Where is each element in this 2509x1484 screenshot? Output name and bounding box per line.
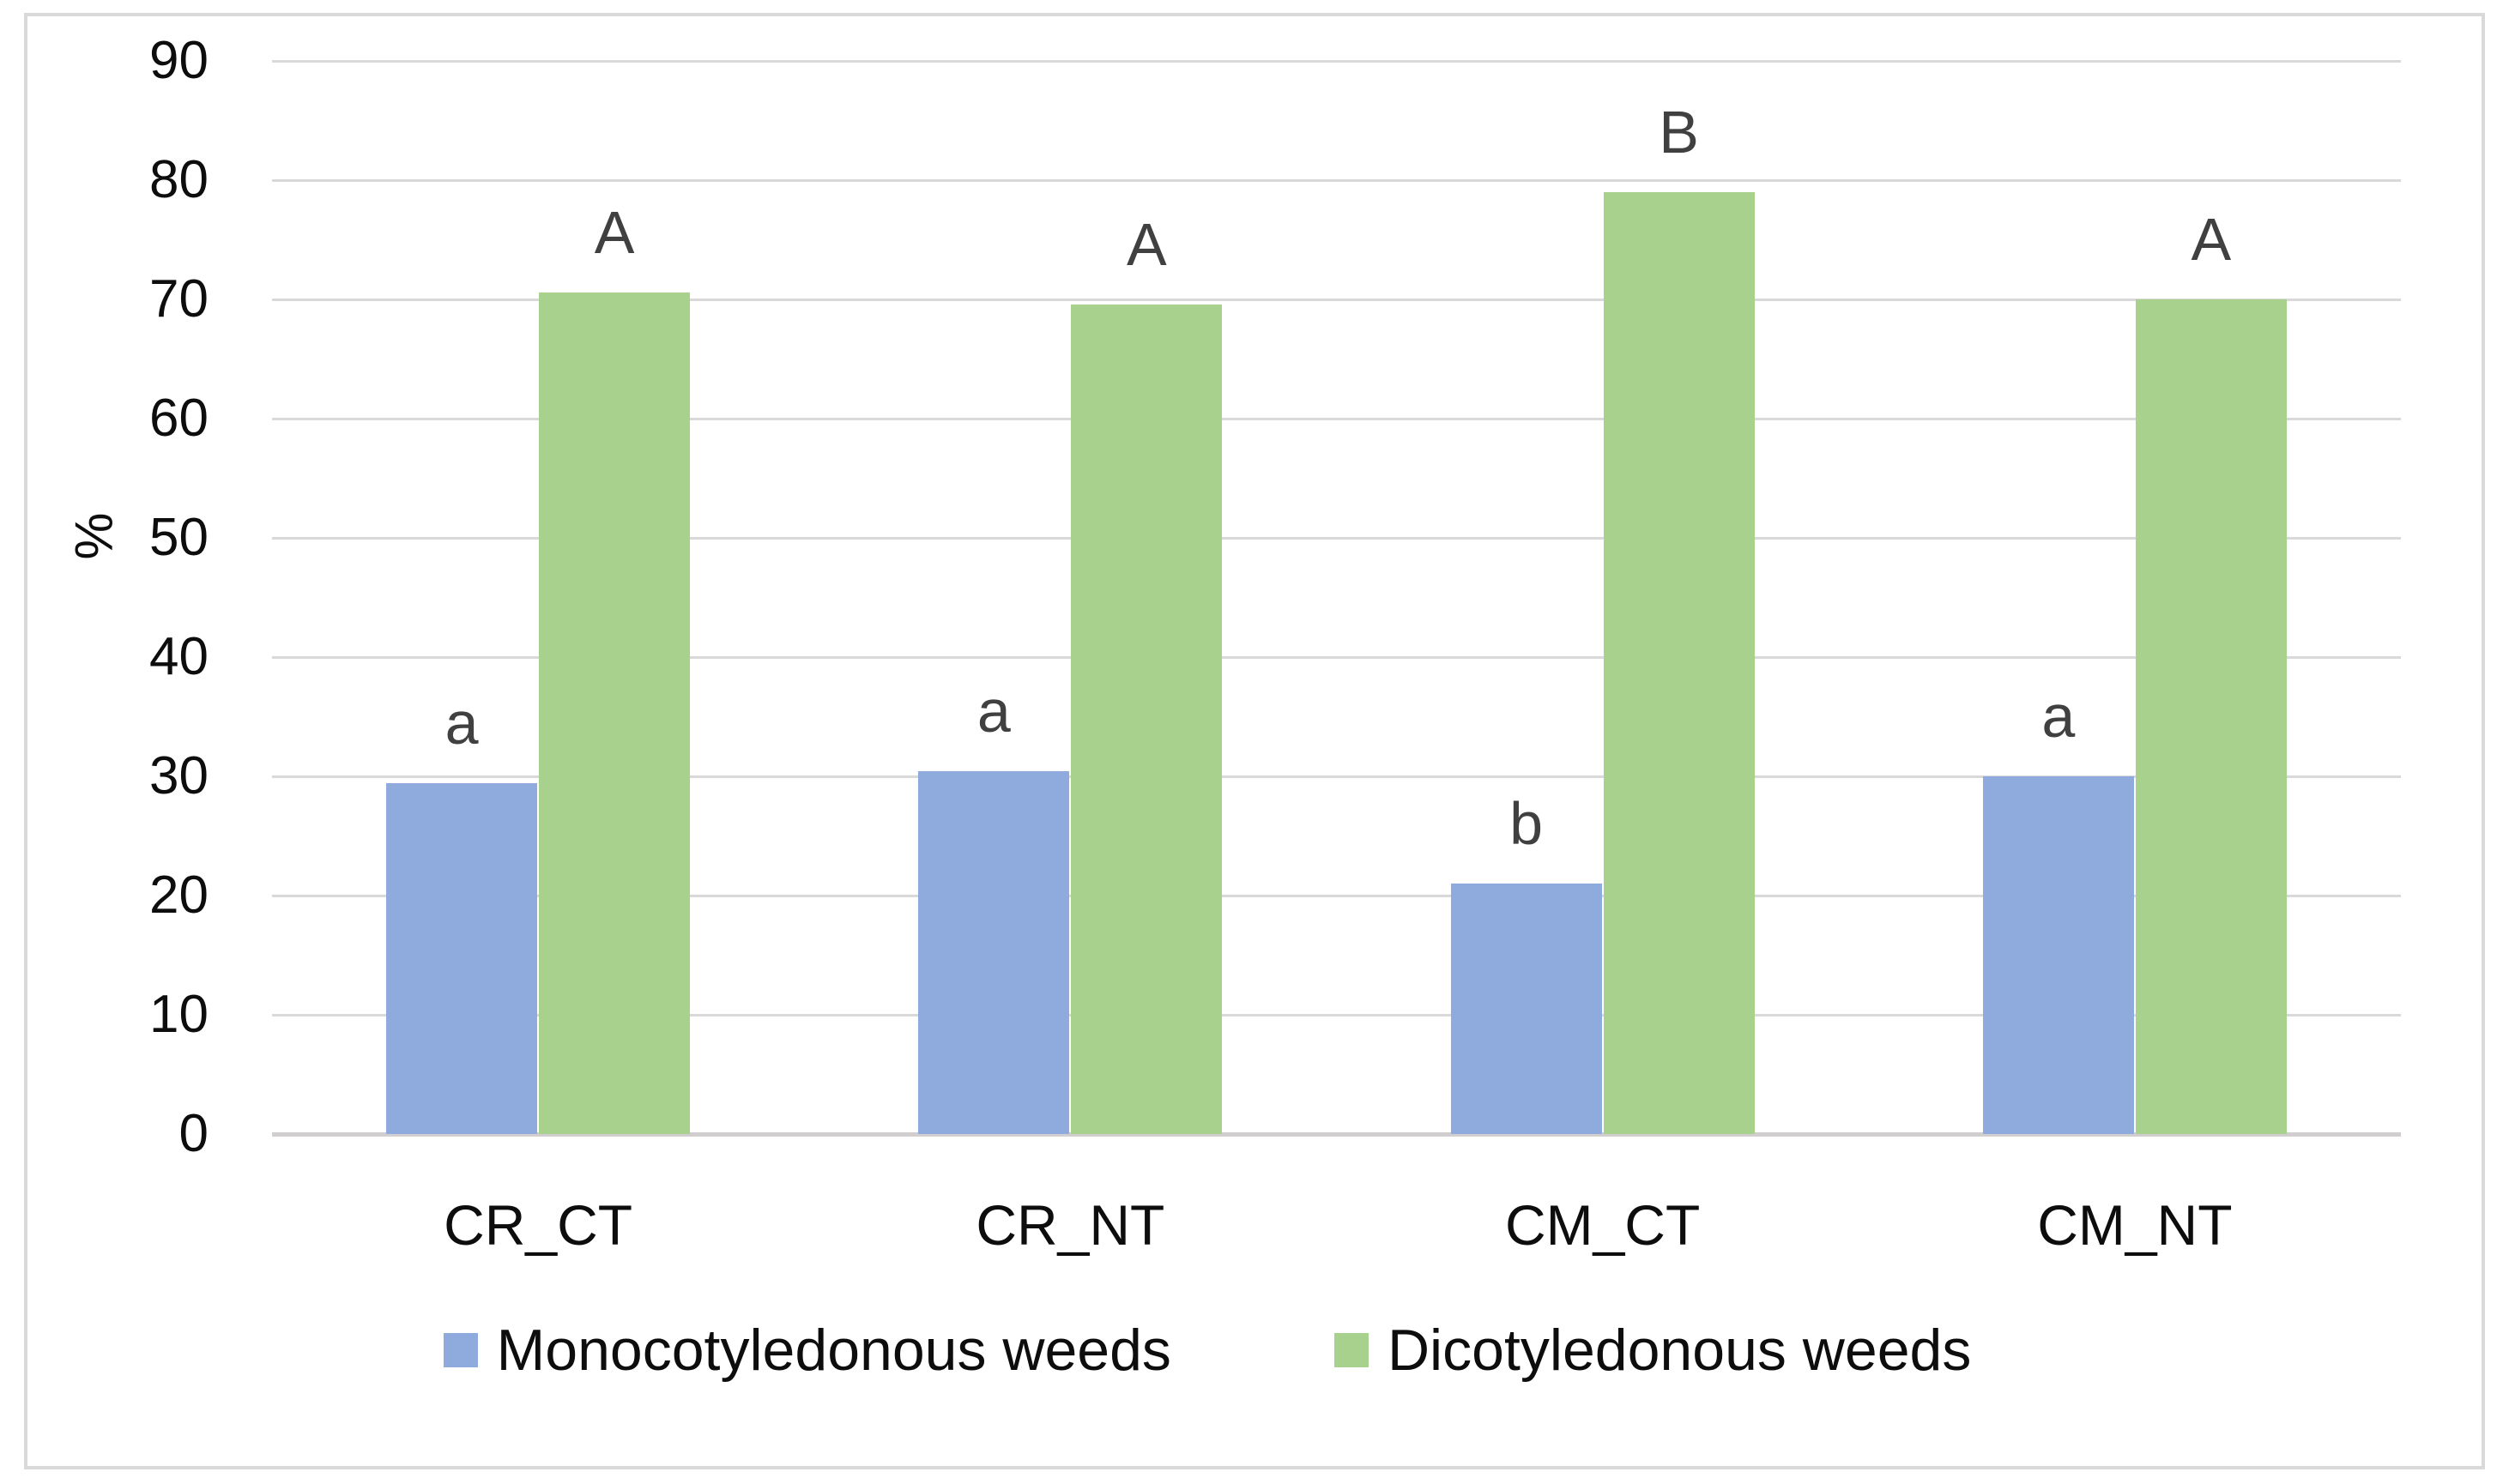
x-category-label-cm_ct: CM_CT — [1504, 1193, 1701, 1257]
significance-letter-cr_nt-dico: A — [1127, 210, 1167, 278]
legend: Monocotyledonous weeds Dicotyledonous wee… — [0, 1317, 2462, 1384]
bar-monocotyledonous-cm_nt — [1982, 776, 2134, 1134]
y-tick-label-0: 0 — [178, 1104, 209, 1163]
legend-swatch-icon — [1333, 1333, 1369, 1367]
x-category-label-cr_ct: CR_CT — [444, 1193, 633, 1257]
bar-monocotyledonous-cr_ct — [386, 783, 538, 1134]
y-tick-label-80: 80 — [149, 150, 209, 209]
legend-label: Monocotyledonous weeds — [496, 1318, 1171, 1383]
legend-item-monocotyledonous: Monocotyledonous weeds — [443, 1317, 1171, 1384]
plot-area — [272, 59, 2401, 1137]
significance-letter-cm_ct-dico: B — [1659, 98, 1699, 166]
significance-letter-cr_ct-dico: A — [594, 198, 635, 266]
bar-dicotyledonous-cr_nt — [1071, 304, 1223, 1134]
gridline-10 — [272, 1013, 2401, 1016]
x-category-label-cm_nt: CM_NT — [2037, 1193, 2233, 1257]
y-tick-label-10: 10 — [149, 985, 209, 1044]
bar-dicotyledonous-cm_nt — [2135, 299, 2287, 1134]
y-tick-label-20: 20 — [149, 866, 209, 925]
legend-label: Dicotyledonous weeds — [1387, 1318, 1972, 1383]
significance-letter-cm_nt-mono: a — [2041, 683, 2076, 750]
bar-monocotyledonous-cm_ct — [1450, 884, 1602, 1134]
legend-swatch-icon — [443, 1333, 478, 1367]
gridline-40 — [272, 655, 2401, 659]
gridline-50 — [272, 536, 2401, 540]
bar-dicotyledonous-cr_ct — [539, 292, 691, 1134]
x-category-label-cr_nt: CR_NT — [976, 1193, 1165, 1257]
y-tick-label-50: 50 — [149, 508, 209, 567]
bar-dicotyledonous-cm_ct — [1603, 191, 1755, 1134]
gridline-30 — [272, 775, 2401, 778]
gridline-60 — [272, 417, 2401, 420]
gridline-90 — [272, 59, 2401, 63]
y-tick-label-70: 70 — [149, 269, 209, 329]
y-tick-label-40: 40 — [149, 627, 209, 686]
significance-letter-cm_nt-dico: A — [2191, 206, 2232, 273]
legend-item-dicotyledonous: Dicotyledonous weeds — [1333, 1317, 1972, 1384]
significance-letter-cm_ct-mono: b — [1509, 790, 1544, 858]
bar-monocotyledonous-cr_nt — [918, 771, 1070, 1134]
gridline-70 — [272, 298, 2401, 301]
y-tick-label-30: 30 — [149, 746, 209, 805]
figure-border-frame — [24, 13, 2485, 1469]
gridline-80 — [272, 178, 2401, 182]
significance-letter-cr_ct-mono: a — [444, 690, 479, 757]
y-tick-label-90: 90 — [149, 31, 209, 90]
gridline-20 — [272, 894, 2401, 897]
significance-letter-cr_nt-mono: a — [976, 678, 1011, 745]
y-tick-label-60: 60 — [149, 389, 209, 448]
x-axis-line — [272, 1131, 2401, 1137]
